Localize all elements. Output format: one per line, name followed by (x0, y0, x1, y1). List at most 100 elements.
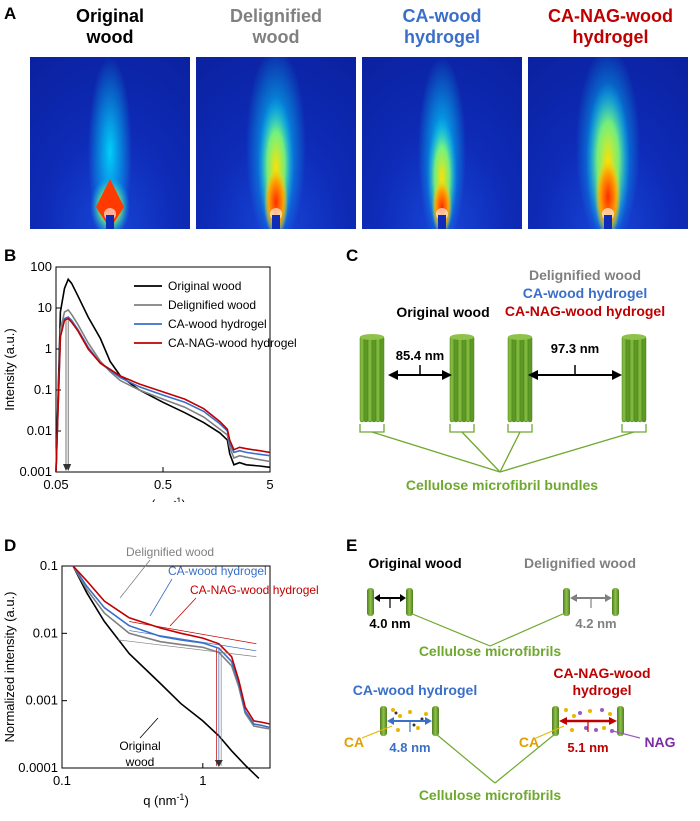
e-delig-dist: 4.2 nm (575, 616, 616, 631)
microfibril-rod (461, 335, 467, 423)
series-line (72, 565, 260, 779)
y-tick-label: 0.001 (25, 693, 58, 708)
title-line: wood (86, 27, 134, 47)
c-leader-lines (359, 424, 647, 473)
microfibril-rod (363, 335, 369, 423)
arrowhead-icon (609, 717, 617, 725)
annotation-leader (169, 597, 197, 627)
arrowhead-icon (388, 370, 398, 380)
e-orig-dist: 4.0 nm (369, 616, 410, 631)
y-tick-label: 100 (30, 259, 52, 274)
e-ca-pointer (361, 725, 393, 739)
saxs-image-ca (362, 57, 522, 229)
e-bottom-leaders (435, 733, 556, 784)
series-line (55, 316, 271, 473)
x-tick-label: 0.5 (154, 477, 172, 492)
title-line: CA-wood (402, 6, 482, 26)
panel-b-label: B (4, 246, 17, 265)
title-line: CA-NAG-wood (548, 6, 673, 26)
panel-d-label: D (4, 536, 17, 555)
bundle-top (360, 334, 384, 340)
arrowhead-icon (528, 370, 538, 380)
series-line (72, 565, 271, 725)
fit-line (117, 639, 257, 658)
ca-molecules-dark-icon (394, 711, 424, 727)
series-annotation: CA-NAG-wood hydrogel (190, 583, 319, 597)
microfibril-rod (552, 706, 559, 736)
microfibril-bundle (507, 334, 533, 423)
bundle-top (508, 334, 532, 340)
e-nag-label: NAG (644, 734, 675, 750)
e-ca-label: CA (344, 734, 364, 750)
arrowhead-icon (387, 717, 394, 725)
title-line: Delignified (229, 6, 322, 26)
legend-label: CA-wood hydrogel (168, 317, 267, 331)
microfibril-rod (612, 588, 619, 616)
plot-frame (61, 565, 271, 769)
title-line: hydrogel (403, 27, 480, 47)
e-canag-title-2: hydrogel (572, 682, 631, 698)
arrowhead-icon (612, 370, 622, 380)
panel-c-label: C (346, 246, 359, 265)
c-caption: Cellulose microfibril bundles (406, 477, 598, 493)
e-caption-top: Cellulose microfibrils (419, 643, 562, 659)
title-line: Original (75, 6, 144, 26)
y-tick-label: 1 (45, 341, 52, 356)
legend-label: Original wood (168, 279, 241, 293)
microfibril-rod (432, 706, 439, 736)
microfibril-rod (515, 335, 521, 423)
microfibril-rod (629, 335, 635, 423)
saxs-image-original (30, 57, 190, 229)
series-annotation: CA-wood hydrogel (168, 564, 267, 578)
series-annotation: Delignified wood (126, 545, 214, 559)
e-ca-dist: 4.8 nm (389, 740, 430, 755)
microfibril-rod (367, 588, 374, 616)
panel-a-title-original: Original wood (30, 6, 190, 48)
microfibril-rod (371, 335, 377, 423)
x-tick-label: 0.1 (53, 773, 71, 788)
x-axis-label: q (nm-1) (143, 792, 189, 808)
panel-e-diagram: Original wood Delignified wood 4.0 nm 4.… (344, 555, 676, 803)
arrowhead-icon (214, 760, 223, 767)
fit-line (129, 621, 257, 645)
c-left-distance: 85.4 nm (396, 348, 444, 363)
c-left-title: Original wood (396, 304, 489, 320)
y-tick-label: 0.0001 (18, 760, 58, 775)
microfibril-rod (625, 335, 631, 423)
c-right-title-2: CA-wood hydrogel (523, 285, 647, 301)
ca-molecules-icon (564, 708, 612, 732)
c-right-title-3: CA-NAG-wood hydrogel (505, 303, 665, 319)
y-tick-label: 0.01 (33, 625, 58, 640)
microfibril-rod (375, 335, 381, 423)
series-line (55, 277, 271, 473)
microfibril-rod (406, 588, 413, 616)
fit-line (129, 630, 257, 652)
series-line (55, 308, 271, 473)
e-delig-title: Delignified wood (524, 555, 636, 571)
bundle-top (622, 334, 646, 340)
series-annotation: wood (125, 755, 155, 769)
series-line (72, 565, 271, 729)
saxs-image-canag (528, 57, 688, 229)
y-tick-label: 10 (38, 300, 52, 315)
e-orig-title: Original wood (368, 555, 461, 571)
microfibril-rod (359, 335, 365, 423)
legend-label: Delignified wood (168, 298, 256, 312)
series-line (55, 317, 271, 473)
y-tick-label: 0.001 (19, 464, 52, 479)
panel-a-title-delignified: Delignified wood (196, 6, 356, 48)
c-right-distance: 97.3 nm (551, 341, 599, 356)
y-tick-label: 0.1 (40, 558, 58, 573)
arrowhead-icon (425, 717, 432, 725)
microfibril-rod (367, 335, 373, 423)
y-axis-label: Normalized intensity (a.u.) (2, 592, 17, 743)
microfibril-rod (563, 588, 570, 616)
panel-a-title-canag: CA-NAG-wood hydrogel (528, 6, 693, 48)
microfibril-rod (465, 335, 471, 423)
annotation-leader (149, 578, 173, 617)
microfibril-bundle (621, 334, 647, 423)
nag-molecules-icon (578, 708, 614, 733)
microfibril-rod (527, 335, 533, 423)
